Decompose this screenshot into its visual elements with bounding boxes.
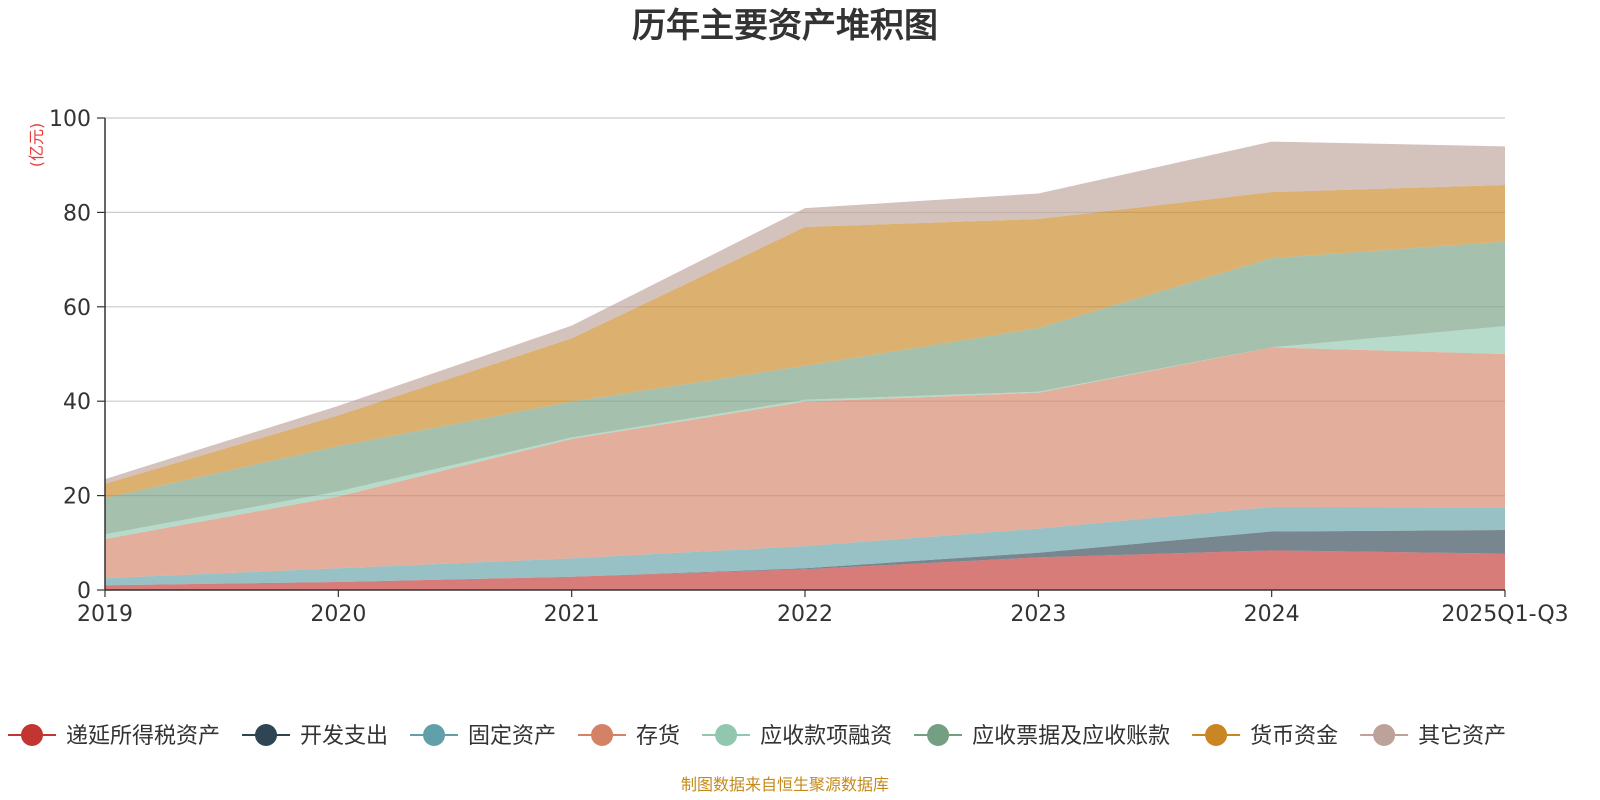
legend-item[interactable]: 应收票据及应收账款 bbox=[914, 724, 1170, 749]
y-tick-label: 80 bbox=[63, 201, 91, 226]
legend-item[interactable]: 递延所得税资产 bbox=[8, 724, 220, 749]
legend-marker bbox=[423, 724, 446, 746]
legend-label: 固定资产 bbox=[468, 724, 556, 749]
y-axis-label: (亿元) bbox=[27, 123, 46, 168]
area-series bbox=[105, 141, 1505, 590]
chart-title: 历年主要资产堆积图 bbox=[632, 6, 938, 46]
legend-label: 存货 bbox=[636, 724, 680, 749]
area-series-7 bbox=[105, 185, 1505, 498]
legend-marker bbox=[255, 724, 278, 746]
legend-marker bbox=[591, 724, 614, 746]
legend-item[interactable]: 其它资产 bbox=[1360, 724, 1506, 749]
x-tick-label: 2023 bbox=[1010, 602, 1066, 627]
legend-item[interactable]: 应收款项融资 bbox=[702, 724, 892, 749]
x-tick-label: 2024 bbox=[1244, 602, 1300, 627]
x-tick-label: 2020 bbox=[310, 602, 366, 627]
legend-label: 货币资金 bbox=[1250, 724, 1338, 749]
area-series-8 bbox=[105, 141, 1505, 484]
legend-label: 递延所得税资产 bbox=[66, 724, 220, 749]
legend-label: 其它资产 bbox=[1418, 724, 1506, 749]
legend-label: 应收票据及应收账款 bbox=[972, 724, 1170, 749]
area-series-2 bbox=[105, 530, 1505, 586]
y-tick-label: 60 bbox=[63, 296, 91, 321]
legend-marker bbox=[21, 724, 43, 746]
legend-item[interactable]: 固定资产 bbox=[410, 724, 556, 749]
x-tick-label: 2019 bbox=[77, 602, 133, 627]
legend-item[interactable]: 开发支出 bbox=[242, 724, 388, 749]
legend-label: 开发支出 bbox=[300, 724, 388, 749]
y-tick-label: 0 bbox=[77, 579, 91, 604]
y-tick-labels: 0 20 40 60 80 100 bbox=[49, 107, 105, 604]
y-tick-label: 100 bbox=[49, 107, 91, 132]
area-series-5 bbox=[105, 326, 1505, 540]
area-series-4 bbox=[105, 347, 1505, 579]
legend-item[interactable]: 货币资金 bbox=[1192, 724, 1338, 749]
area-series-1 bbox=[105, 550, 1505, 590]
legend-marker bbox=[1373, 724, 1396, 746]
legend-item[interactable]: 存货 bbox=[578, 724, 680, 749]
y-tick-label: 40 bbox=[63, 390, 91, 415]
legend-marker bbox=[927, 724, 950, 746]
x-tick-label: 2021 bbox=[544, 602, 600, 627]
x-tick-label: 2022 bbox=[777, 602, 833, 627]
legend-marker bbox=[1205, 724, 1228, 746]
legend: 递延所得税资产 开发支出 固定资产 存货 应收款项融资 应收票据及应收账款 货币资金 其它资产 bbox=[8, 724, 1506, 749]
y-tick-label: 20 bbox=[63, 485, 91, 510]
x-tick-label: 2025Q1-Q3 bbox=[1441, 602, 1568, 627]
source-note: 制图数据来自恒生聚源数据库 bbox=[681, 775, 889, 794]
legend-label: 应收款项融资 bbox=[760, 724, 892, 749]
legend-marker bbox=[715, 724, 738, 746]
area-series-6 bbox=[105, 241, 1505, 535]
x-tick-labels: 2019 2020 2021 2022 2023 2024 2025Q1-Q3 bbox=[77, 590, 1569, 627]
